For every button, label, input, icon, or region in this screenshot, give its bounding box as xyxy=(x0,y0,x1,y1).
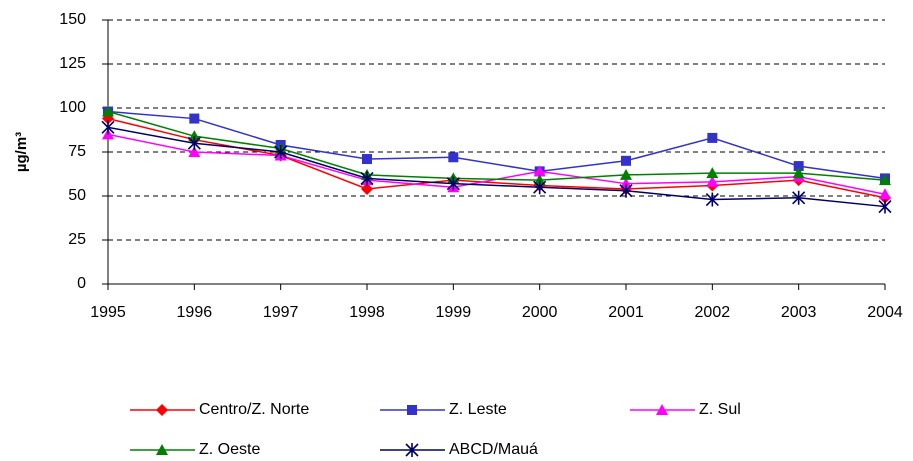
legend-label: Z. Oeste xyxy=(199,441,260,458)
y-tick-label: 150 xyxy=(59,11,86,28)
legend-label: Z. Sul xyxy=(699,401,741,418)
marker xyxy=(187,136,201,151)
legend-marker xyxy=(405,443,419,457)
y-tick-label: 75 xyxy=(68,143,86,160)
legend-marker xyxy=(156,444,168,455)
x-tick-label: 1999 xyxy=(436,304,472,321)
x-tick-label: 2003 xyxy=(781,304,817,321)
series-line xyxy=(107,110,886,180)
marker xyxy=(879,174,891,186)
marker xyxy=(707,132,718,143)
y-tick-label: 100 xyxy=(59,99,86,116)
legend-marker xyxy=(156,404,168,416)
marker xyxy=(274,145,288,159)
series-line xyxy=(107,126,886,208)
marker xyxy=(620,177,632,189)
marker xyxy=(792,167,805,179)
marker xyxy=(620,168,632,180)
legend-item: Centro/Z. Norte xyxy=(130,401,309,418)
marker xyxy=(619,183,633,198)
legend-item: ABCD/Mauá xyxy=(380,441,538,458)
marker xyxy=(188,146,201,157)
legend-item: Z. Oeste xyxy=(130,441,260,458)
marker xyxy=(102,105,114,117)
legend-label: Centro/Z. Norte xyxy=(199,401,309,418)
marker xyxy=(361,182,373,195)
y-tick-label: 50 xyxy=(68,187,86,204)
x-tick-label: 1996 xyxy=(177,304,213,321)
x-tick-label: 1995 xyxy=(90,304,126,321)
x-tick-label: 1998 xyxy=(349,304,385,321)
marker xyxy=(533,174,546,186)
x-tick-label: 1997 xyxy=(263,304,299,321)
legend-item: Z. Leste xyxy=(380,401,507,418)
legend-label: ABCD/Mauá xyxy=(449,441,538,458)
legend-item: Z. Sul xyxy=(630,401,741,418)
x-tick-label: 2004 xyxy=(867,304,903,321)
marker xyxy=(793,161,804,172)
marker xyxy=(448,152,459,163)
y-axis-label: µg/m³ xyxy=(13,132,30,172)
marker xyxy=(533,180,547,195)
marker xyxy=(705,192,719,207)
marker xyxy=(188,130,201,142)
marker xyxy=(878,199,892,214)
x-tick-label: 2002 xyxy=(695,304,731,321)
marker xyxy=(621,155,631,166)
marker xyxy=(446,176,460,191)
marker xyxy=(879,188,891,200)
marker xyxy=(362,154,372,165)
series-line xyxy=(107,110,886,181)
marker xyxy=(706,167,719,179)
marker xyxy=(706,175,719,187)
marker xyxy=(189,113,200,124)
marker xyxy=(533,165,546,177)
marker xyxy=(792,190,806,205)
legend-label: Z. Leste xyxy=(449,401,507,418)
x-tick-label: 2000 xyxy=(522,304,558,321)
y-tick-label: 25 xyxy=(68,231,86,248)
y-tick-label: 0 xyxy=(77,275,86,292)
marker xyxy=(101,120,115,135)
legend-marker xyxy=(656,404,668,415)
x-tick-label: 2001 xyxy=(608,304,644,321)
marker xyxy=(360,171,374,186)
y-tick-label: 125 xyxy=(59,55,86,72)
legend-marker xyxy=(407,405,417,415)
